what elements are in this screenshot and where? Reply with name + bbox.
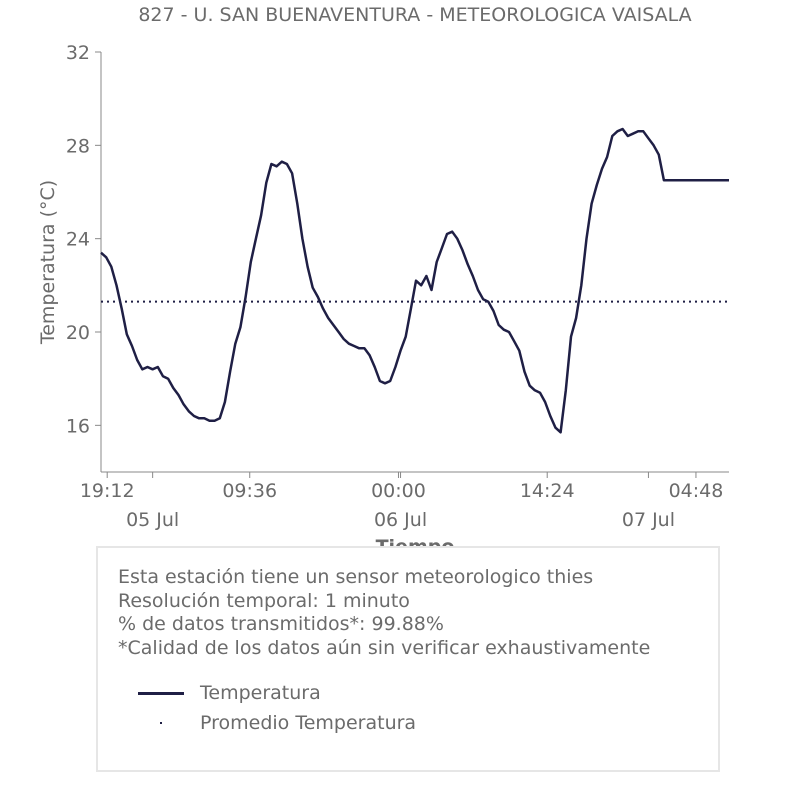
info-line-transmitted: % de datos transmitidos*: 99.88%: [118, 613, 444, 635]
y-tick-label: 24: [66, 229, 90, 251]
x-tick-label: 00:00: [371, 480, 426, 502]
y-tick-label: 20: [66, 322, 90, 344]
y-tick-label: 16: [66, 415, 90, 437]
y-tick-label: 28: [66, 135, 90, 157]
legend-dot-swatch: [160, 722, 162, 724]
x-date-label: 07 Jul: [622, 509, 675, 531]
x-tick-label: 09:36: [222, 480, 277, 502]
legend-label-promedio: Promedio Temperatura: [200, 712, 417, 734]
info-text: Esta estación tiene un sensor meteorolog…: [118, 566, 650, 660]
y-tick-label: 32: [66, 42, 90, 64]
info-line-resolution: Resolución temporal: 1 minuto: [118, 589, 410, 612]
x-date-label: 06 Jul: [374, 509, 427, 531]
y-axis-label: Temperatura (°C): [37, 180, 59, 345]
temperature-series-line: [100, 127, 729, 434]
legend-line-swatch: [138, 692, 184, 695]
info-line-sensor: Esta estación tiene un sensor meteorolog…: [118, 566, 594, 588]
info-line-quality: *Calidad de los datos aún sin verificar …: [118, 636, 651, 659]
legend-label-temperatura: Temperatura: [200, 682, 321, 704]
x-tick-label: 14:24: [520, 480, 575, 502]
x-tick-label: 04:48: [669, 480, 724, 502]
x-date-label: 05 Jul: [126, 509, 179, 531]
temperature-chart: 827 - U. SAN BUENAVENTURA - METEOROLOGIC…: [37, 4, 729, 558]
x-tick-label: 19:12: [80, 480, 135, 502]
info-box: Esta estación tiene un sensor meteorolog…: [96, 546, 720, 772]
chart-title: 827 - U. SAN BUENAVENTURA - METEOROLOGIC…: [138, 4, 691, 26]
